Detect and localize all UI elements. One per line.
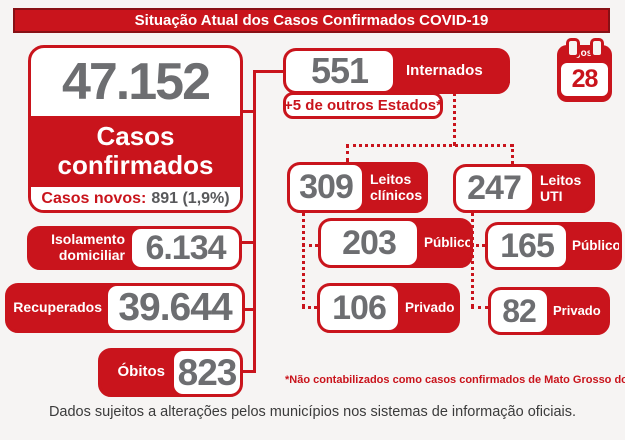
privado-uti-label: Privado bbox=[547, 290, 607, 332]
connector-to-confirmados bbox=[240, 110, 254, 113]
connector-to-obitos bbox=[241, 370, 254, 373]
calendar-ring-icon bbox=[590, 38, 604, 58]
dotted-stub-publico-right bbox=[471, 244, 485, 247]
privado-uti-value: 82 bbox=[491, 290, 547, 332]
privado-clinicos-box: 106 Privado bbox=[317, 283, 460, 333]
recuperados-box: Recuperados 39.644 bbox=[5, 283, 245, 333]
dotted-stub-publico-left bbox=[302, 244, 318, 247]
new-cases-value: 891 (1,9%) bbox=[151, 189, 230, 207]
connector-to-isolamento bbox=[240, 241, 254, 244]
dotted-stub-uti bbox=[511, 144, 514, 164]
new-cases-strip: Casos novos: 891 (1,9%) bbox=[31, 185, 240, 210]
calendar-ring-icon bbox=[566, 38, 580, 58]
dotted-vertical-uti bbox=[471, 212, 474, 308]
internados-box: 551 Internados bbox=[283, 48, 510, 94]
dotted-down-internados bbox=[453, 80, 456, 146]
privado-uti-box: 82 Privado bbox=[488, 287, 610, 335]
publico-uti-value: 165 bbox=[488, 225, 566, 267]
privado-clinicos-label: Privado bbox=[398, 286, 457, 330]
connector-main-vertical bbox=[253, 70, 256, 373]
leitos-clinicos-box: 309 Leitos clínicos bbox=[287, 162, 428, 213]
publico-uti-label: Público bbox=[566, 225, 619, 267]
isolamento-value: 6.134 bbox=[132, 229, 239, 267]
leitos-uti-box: 247 Leitos UTI bbox=[453, 164, 595, 213]
confirmed-cases-box: 47.152 Casos confirmados Casos novos: 89… bbox=[28, 45, 243, 213]
dotted-rail-leitos bbox=[346, 144, 513, 147]
calendar-day: 28 bbox=[561, 63, 608, 96]
isolamento-label: Isolamento domiciliar bbox=[30, 229, 132, 267]
dotted-stub-privado-right bbox=[471, 306, 488, 309]
calendar-month: Agosto bbox=[567, 48, 602, 59]
internados-label: Internados bbox=[393, 51, 507, 91]
privado-clinicos-value: 106 bbox=[320, 286, 398, 330]
recuperados-value: 39.644 bbox=[108, 286, 242, 330]
footnote: *Não contabilizados como casos confirmad… bbox=[285, 374, 625, 386]
footer-disclaimer: Dados sujeitos a alterações pelos municí… bbox=[48, 404, 577, 420]
recuperados-label: Recuperados bbox=[8, 286, 108, 330]
confirmed-cases-label: Casos confirmados bbox=[31, 116, 240, 185]
leitos-uti-label: Leitos UTI bbox=[532, 167, 592, 210]
dotted-vertical-clinicos bbox=[302, 212, 305, 308]
confirmed-cases-value: 47.152 bbox=[61, 53, 211, 111]
internados-value: 551 bbox=[286, 51, 393, 91]
publico-clinicos-value: 203 bbox=[321, 221, 417, 265]
obitos-label: Óbitos bbox=[101, 351, 174, 394]
publico-clinicos-label: Público bbox=[417, 221, 470, 265]
leitos-uti-value: 247 bbox=[456, 167, 532, 210]
publico-uti-box: 165 Público bbox=[485, 222, 622, 270]
connector-to-recuperados bbox=[243, 308, 254, 311]
leitos-clinicos-value: 309 bbox=[290, 165, 362, 210]
publico-clinicos-box: 203 Público bbox=[318, 218, 473, 268]
new-cases-label: Casos novos: bbox=[41, 189, 147, 207]
obitos-box: Óbitos 823 bbox=[98, 348, 243, 397]
calendar-icon: Agosto 28 bbox=[557, 38, 612, 102]
isolamento-box: Isolamento domiciliar 6.134 bbox=[27, 226, 242, 270]
dotted-stub-privado-left bbox=[302, 306, 317, 309]
outros-estados-note: +5 de outros Estados* bbox=[283, 92, 443, 119]
leitos-clinicos-label: Leitos clínicos bbox=[362, 165, 425, 210]
dotted-stub-clinicos bbox=[346, 144, 349, 162]
page-title: Situação Atual dos Casos Confirmados COV… bbox=[13, 8, 610, 33]
obitos-value: 823 bbox=[174, 351, 240, 394]
connector-to-internados bbox=[253, 70, 284, 73]
